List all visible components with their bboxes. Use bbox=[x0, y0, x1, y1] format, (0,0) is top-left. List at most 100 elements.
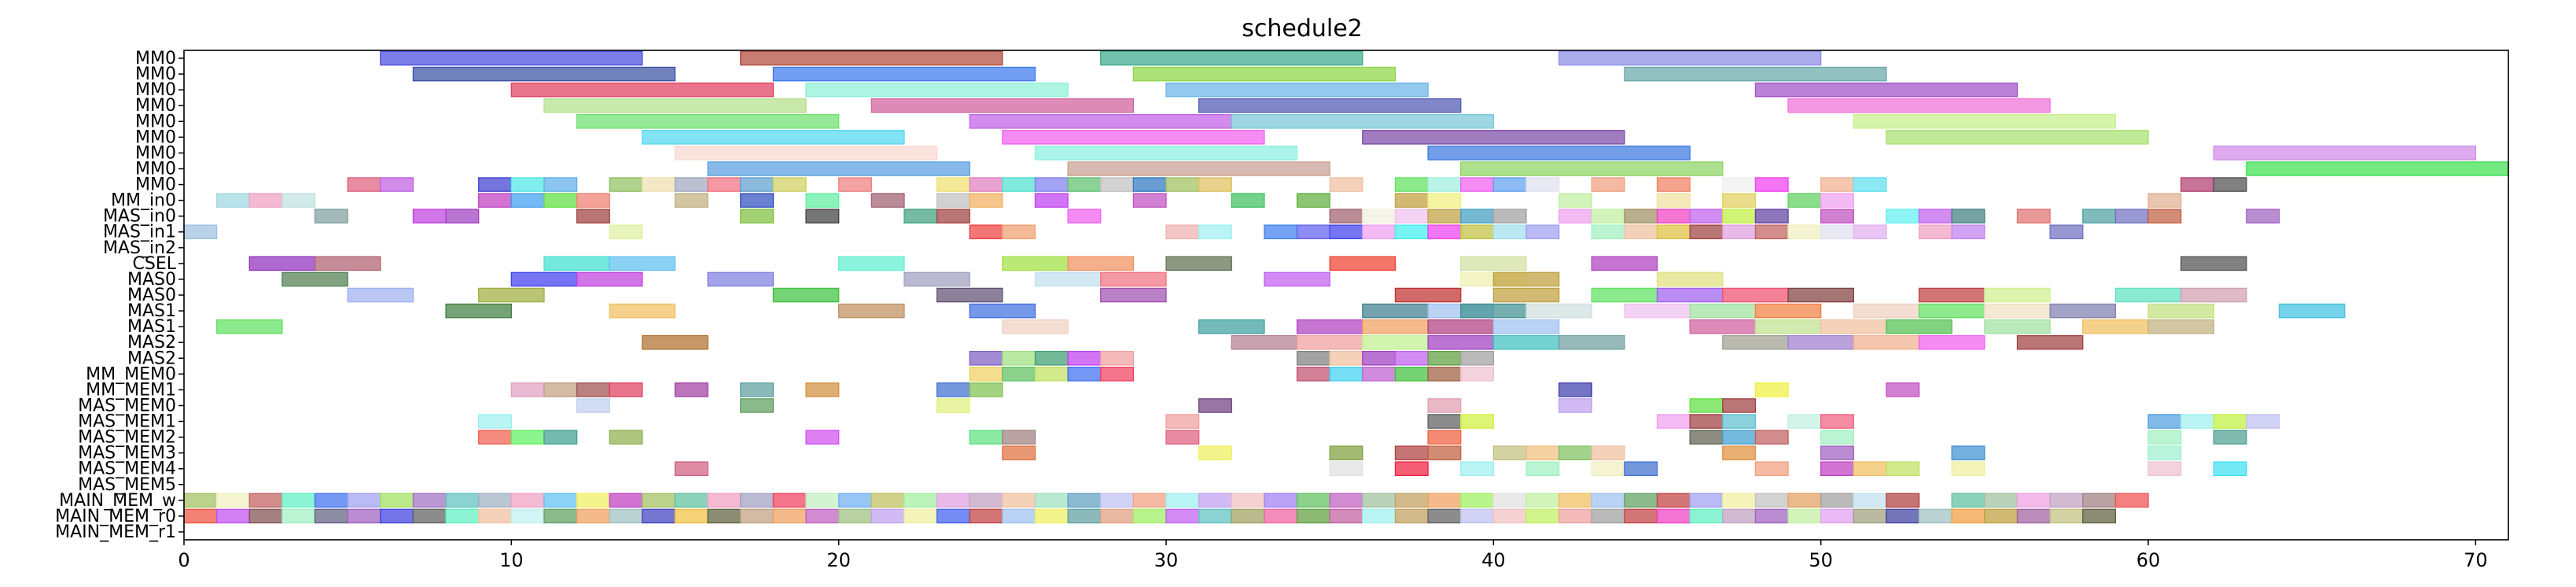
row-label: MAS1 bbox=[127, 301, 176, 321]
task-bar bbox=[1067, 493, 1102, 508]
task-bar bbox=[1689, 508, 1724, 524]
task-bar bbox=[543, 193, 578, 208]
task-bar bbox=[1787, 98, 2051, 113]
task-bar bbox=[1296, 508, 1330, 524]
task-bar bbox=[412, 209, 447, 223]
task-bar bbox=[1362, 508, 1397, 524]
task-bar bbox=[740, 177, 775, 192]
task-bar bbox=[1492, 334, 1560, 350]
task-bar bbox=[642, 130, 905, 145]
task-bar bbox=[1558, 382, 1592, 397]
task-bar bbox=[1525, 303, 1592, 319]
row-label: MM0 bbox=[135, 80, 176, 100]
task-bar bbox=[347, 287, 414, 303]
task-bar bbox=[2049, 303, 2117, 319]
task-bar bbox=[1427, 493, 1462, 508]
task-bar bbox=[838, 508, 872, 524]
task-bar bbox=[2049, 493, 2084, 508]
task-bar bbox=[543, 177, 578, 192]
task-bar bbox=[1002, 445, 1036, 460]
task-bar bbox=[1329, 445, 1363, 460]
task-bar bbox=[1853, 303, 1920, 319]
task-bar bbox=[380, 50, 643, 66]
task-bar bbox=[478, 177, 512, 192]
task-bar bbox=[445, 508, 480, 524]
task-bar bbox=[1787, 334, 1854, 350]
task-bar bbox=[1198, 177, 1232, 192]
task-bar bbox=[576, 398, 610, 413]
task-bar bbox=[674, 493, 708, 508]
task-bar bbox=[1231, 334, 1298, 350]
task-bar bbox=[1984, 303, 2051, 319]
task-bar bbox=[1427, 350, 1462, 366]
task-bar bbox=[412, 508, 447, 524]
task-bar bbox=[1002, 224, 1036, 240]
task-bar bbox=[1198, 224, 1232, 240]
task-bar bbox=[1951, 224, 1985, 240]
task-bar bbox=[1460, 177, 1495, 192]
task-bar bbox=[1754, 177, 1789, 192]
row-label: MAS_MEM1 bbox=[78, 412, 176, 432]
task-bar bbox=[1329, 350, 1363, 366]
task-bar bbox=[870, 98, 1135, 113]
task-bar bbox=[1165, 82, 1429, 98]
task-bar bbox=[903, 508, 938, 524]
task-bar bbox=[1558, 334, 1625, 350]
task-bar bbox=[1918, 209, 1952, 223]
task-bar bbox=[1918, 508, 1952, 524]
task-bar bbox=[248, 508, 283, 524]
task-bar bbox=[1165, 430, 1200, 445]
task-bar bbox=[1656, 271, 1724, 287]
task-bar bbox=[282, 493, 316, 508]
task-bar bbox=[380, 177, 414, 192]
task-bar bbox=[1198, 98, 1462, 113]
row-label: MM0 bbox=[135, 96, 176, 116]
task-bar bbox=[1492, 177, 1527, 192]
task-bar bbox=[1787, 224, 1822, 240]
task-bar bbox=[1034, 177, 1069, 192]
task-bar bbox=[1132, 493, 1167, 508]
task-bar bbox=[2213, 430, 2247, 445]
task-bar bbox=[1427, 193, 1462, 208]
task-bar bbox=[1787, 508, 1822, 524]
task-bar bbox=[707, 493, 742, 508]
task-bar bbox=[1034, 271, 1102, 287]
task-bar bbox=[805, 430, 840, 445]
task-bar bbox=[2213, 177, 2247, 192]
task-bar bbox=[1525, 508, 1560, 524]
task-bar bbox=[412, 493, 447, 508]
task-bar bbox=[1754, 493, 1789, 508]
task-bar bbox=[248, 256, 316, 271]
task-bar bbox=[609, 508, 643, 524]
task-bar bbox=[1722, 193, 1757, 208]
task-bar bbox=[1002, 430, 1036, 445]
task-bar bbox=[1296, 319, 1363, 334]
task-bar bbox=[2147, 414, 2182, 429]
task-bar bbox=[510, 508, 545, 524]
row-label: MAS_MEM4 bbox=[78, 460, 176, 479]
task-bar bbox=[1624, 224, 1658, 240]
task-bar bbox=[1492, 209, 1527, 223]
task-bar bbox=[445, 493, 480, 508]
task-bar bbox=[478, 430, 512, 445]
task-bar bbox=[1427, 367, 1462, 382]
task-bar bbox=[1689, 209, 1724, 223]
task-bar bbox=[674, 508, 708, 524]
task-bar bbox=[1034, 367, 1069, 382]
task-bar bbox=[1296, 493, 1330, 508]
task-bar bbox=[1591, 209, 1625, 223]
task-bar bbox=[1362, 319, 1429, 334]
task-bar bbox=[1427, 398, 1462, 413]
task-bar bbox=[2147, 461, 2182, 476]
task-bar bbox=[1820, 224, 1854, 240]
row-label: MAS1 bbox=[127, 317, 176, 337]
task-bar bbox=[969, 430, 1003, 445]
task-bar bbox=[2082, 319, 2149, 334]
task-bar bbox=[1722, 224, 1757, 240]
x-tick-label: 60 bbox=[2136, 549, 2161, 571]
task-bar bbox=[347, 177, 381, 192]
task-bar bbox=[1394, 508, 1429, 524]
task-bar bbox=[1427, 334, 1495, 350]
task-bar bbox=[1231, 493, 1265, 508]
row-label: MM_MEM1 bbox=[86, 380, 176, 400]
